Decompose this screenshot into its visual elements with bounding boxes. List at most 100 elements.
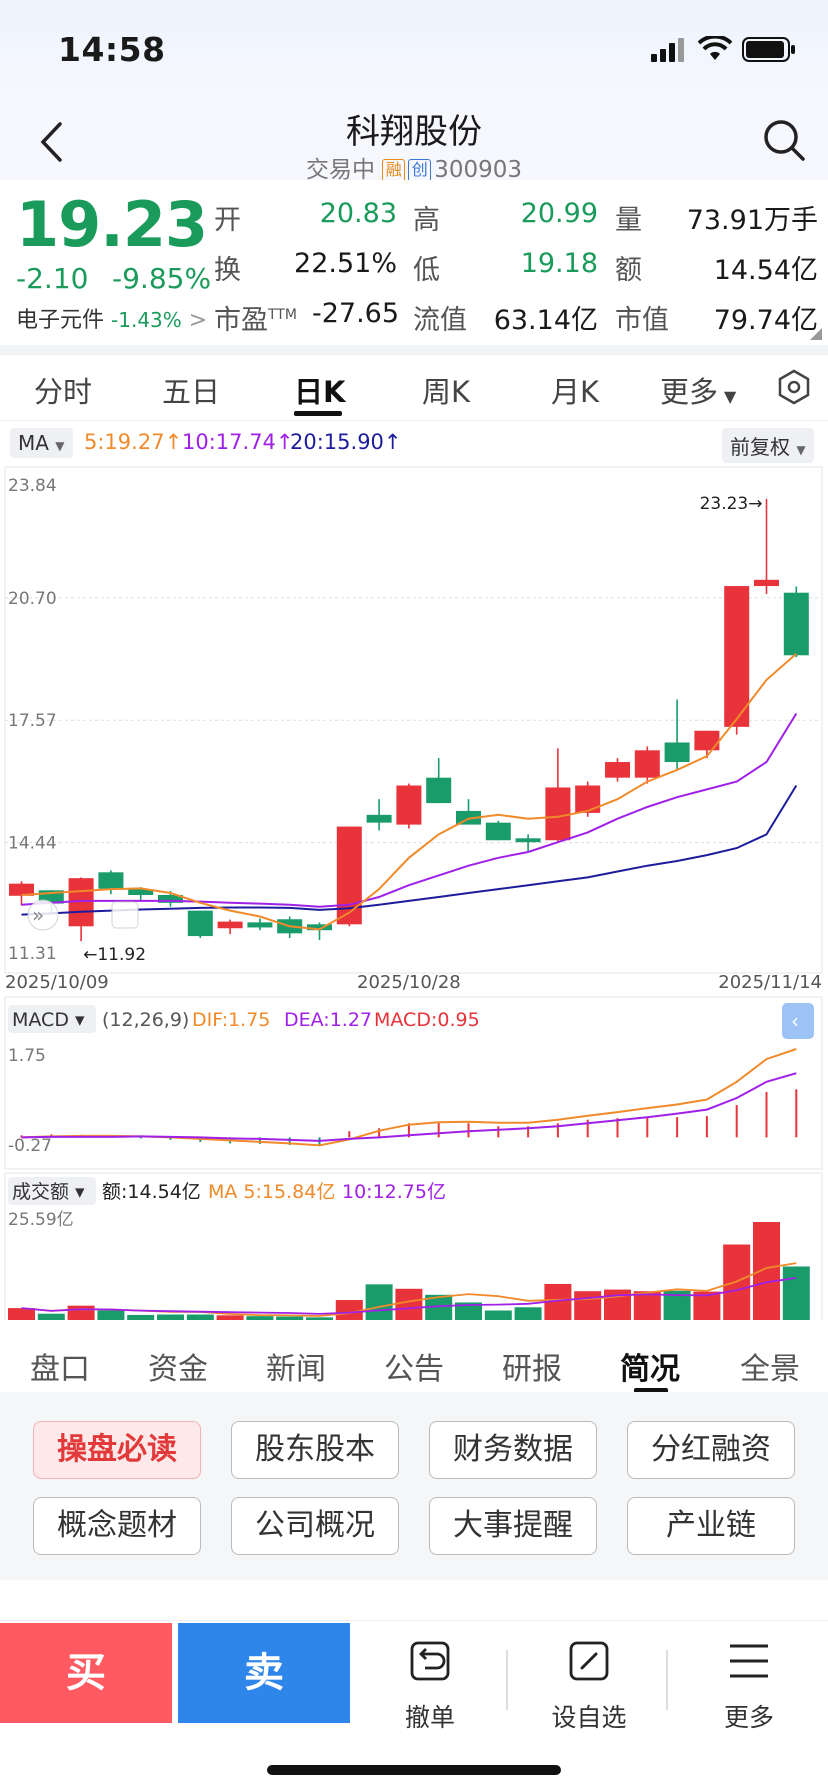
ma20-value: 20:15.90↑: [290, 430, 402, 454]
ma5-value: 5:19.27↑: [84, 430, 183, 454]
btn-dividends[interactable]: 分红融资: [627, 1421, 795, 1479]
tab-monthly-k[interactable]: 月K: [551, 375, 600, 409]
amount-ma10: 10:12.75亿: [342, 1181, 446, 1203]
sector-arrow: >: [188, 308, 208, 333]
quote-value-volume: 73.91万手: [686, 205, 818, 236]
amount-bar: [753, 1222, 780, 1325]
fullscreen-icon: [111, 901, 139, 929]
quick-buttons: 操盘必读 股东股本 财务数据 分红融资 概念题材 公司概况 大事提醒 产业链: [0, 1392, 828, 1580]
candle-body: [366, 814, 392, 823]
btn-trading-guide[interactable]: 操盘必读: [33, 1421, 201, 1479]
macd-dea: DEA:1.27: [284, 1009, 372, 1031]
tab-five-day[interactable]: 五日: [162, 375, 221, 409]
amount-bar: [633, 1291, 661, 1325]
scroll-left-glyph: »: [32, 903, 44, 927]
watchlist-button[interactable]: 设自选: [529, 1640, 649, 1734]
btn-events[interactable]: 大事提醒: [429, 1497, 597, 1555]
quote-value-pe: -27.65: [312, 298, 400, 329]
low-price-label: ←11.92: [83, 945, 146, 965]
tab-indicator: [634, 1388, 668, 1393]
amount-bar: [544, 1283, 572, 1325]
y-tick-label: 23.84: [8, 476, 57, 496]
search-icon[interactable]: [762, 118, 806, 162]
quote-label-open: 开: [214, 205, 241, 236]
stock-subtitle: 交易中 融创 300903: [0, 150, 828, 184]
settings-icon[interactable]: [776, 369, 812, 405]
candle-body: [634, 750, 660, 778]
tab-daily-k[interactable]: 日K: [294, 375, 346, 409]
macd-value: MACD:0.95: [374, 1009, 480, 1031]
y-tick-label: 17.57: [8, 711, 57, 731]
tab-intraday[interactable]: 分时: [34, 375, 93, 409]
amount-top-label: 25.59亿: [8, 1210, 74, 1230]
kline-chart[interactable]: 23.84 20.70 17.57 14.44 11.31 23.23→ ←11.92 » 20…: [0, 465, 828, 1335]
status-bar: 14:58: [0, 0, 828, 100]
price-change-pct: -9.85%: [112, 262, 212, 295]
sell-button[interactable]: 卖: [178, 1623, 350, 1723]
amount-bar: [37, 1313, 65, 1325]
quote-label-pe: 市盈TTM: [214, 305, 297, 336]
board-tag: 创: [408, 159, 432, 182]
tab-research[interactable]: 研报: [502, 1352, 562, 1387]
macd-selector-label: MACD ▾: [12, 1009, 85, 1031]
amount-bar: [425, 1294, 453, 1325]
quote-label-amount: 额: [615, 255, 642, 286]
x-tick-label: 2025/10/09: [5, 972, 109, 993]
candle-body: [217, 921, 243, 929]
btn-shareholders[interactable]: 股东股本: [231, 1421, 399, 1479]
candle-body: [247, 922, 273, 928]
macd-panel-frame: [4, 996, 823, 1170]
candle-body: [307, 924, 332, 931]
status-time: 14:58: [58, 30, 166, 69]
trade-status: 交易中: [305, 157, 375, 183]
quote-value-float-cap: 63.14亿: [493, 305, 598, 336]
back-icon[interactable]: [38, 120, 64, 164]
dropdown-icon: ▼: [724, 387, 737, 406]
stock-code: 300903: [434, 157, 523, 183]
macd-top-label: 1.75: [8, 1046, 46, 1066]
ma-legend: MA ▼ 5:19.27↑ 10:17.74↑ 20:15.90↑ 前复权 ▼: [0, 421, 828, 465]
amount-value: 额:14.54亿: [102, 1181, 201, 1203]
quote-label-high: 高: [413, 205, 440, 236]
tab-weekly-k[interactable]: 周K: [422, 375, 471, 409]
tab-more[interactable]: 更多 ▼: [660, 375, 737, 409]
ma5-line: [21, 652, 797, 931]
expand-corner-icon[interactable]: [810, 328, 822, 340]
tab-overview[interactable]: 简况: [620, 1352, 680, 1387]
tab-panorama[interactable]: 全景: [740, 1352, 800, 1387]
buy-button[interactable]: 买: [0, 1623, 172, 1723]
candle-body: [605, 762, 630, 778]
candle-body: [783, 592, 809, 656]
tab-capital[interactable]: 资金: [148, 1352, 208, 1387]
tab-indicator: [294, 411, 342, 416]
btn-company-profile[interactable]: 公司概况: [231, 1497, 399, 1555]
amount-bar: [663, 1290, 691, 1325]
tab-order-book[interactable]: 盘口: [30, 1352, 90, 1387]
y-tick-label: 14.44: [8, 834, 57, 854]
ma-selector[interactable]: MA ▼: [10, 428, 73, 458]
sector-pct: -1.43%: [111, 308, 182, 332]
amount-bar: [455, 1302, 482, 1325]
btn-concepts[interactable]: 概念题材: [33, 1497, 201, 1555]
divider: [0, 345, 828, 355]
more-button[interactable]: 更多: [689, 1640, 809, 1734]
tab-announcements[interactable]: 公告: [384, 1352, 444, 1387]
tab-news[interactable]: 新闻: [266, 1352, 326, 1387]
quote-panel: [0, 180, 828, 345]
amount-bar: [157, 1314, 184, 1325]
candle-body: [694, 730, 720, 751]
btn-industry-chain[interactable]: 产业链: [627, 1497, 795, 1555]
sector-name: 电子元件: [16, 308, 105, 333]
quote-value-amount: 14.54亿: [713, 255, 818, 286]
amount-selector-label: 成交额 ▾: [12, 1181, 85, 1203]
quote-label-market-cap: 市值: [615, 305, 669, 336]
stock-name: 科翔股份: [346, 112, 482, 152]
adjust-selector[interactable]: 前复权 ▼: [722, 428, 814, 463]
candle-body: [485, 822, 511, 841]
cancel-order-button[interactable]: 撤单: [370, 1640, 490, 1734]
candle-body: [158, 895, 183, 903]
sector-link[interactable]: 电子元件 -1.43% >: [16, 302, 207, 334]
candle-body: [396, 785, 422, 825]
btn-financial-data[interactable]: 财务数据: [429, 1421, 597, 1479]
dea-line: [21, 1072, 797, 1142]
